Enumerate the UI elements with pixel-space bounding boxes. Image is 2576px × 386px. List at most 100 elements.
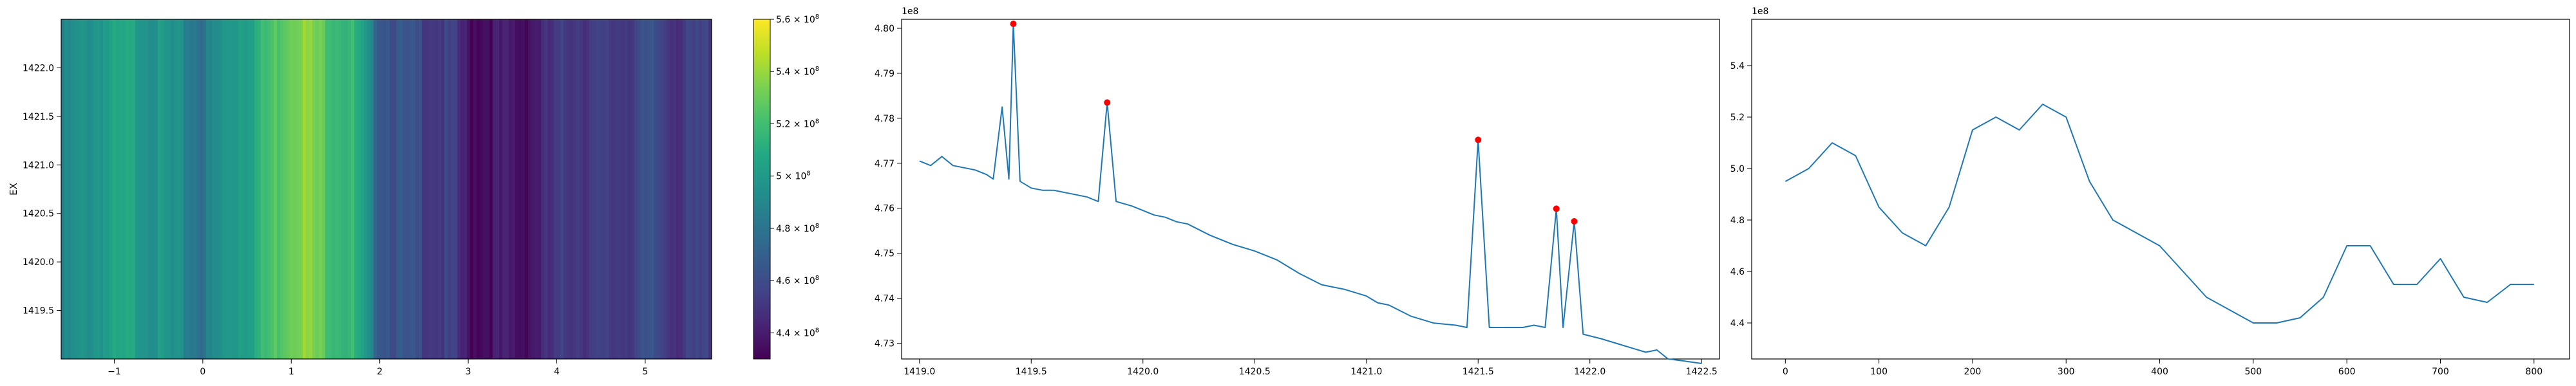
heatmap-cell [480, 19, 484, 359]
heatmap-cell [441, 19, 445, 359]
heatmap-cell [422, 19, 426, 359]
x-tick-label: 600 [2338, 367, 2356, 377]
heatmap-cell [338, 19, 342, 359]
heatmap-cell [122, 19, 126, 359]
x-tick-label: 1422.0 [1574, 367, 1605, 377]
y-tick-label: 4.77 [875, 159, 895, 169]
heatmap-cell [80, 19, 84, 359]
heatmap-cell [93, 19, 97, 359]
colorbar-tick-label: 5.6 × 108 [776, 14, 819, 25]
heatmap-cell [506, 19, 509, 359]
heatmap-cell [486, 19, 490, 359]
series-frame [1751, 19, 2570, 360]
heatmap-panel: −1 0 1 2 3 4 5 1419.51420.01420.51421.01421.51… [8, 14, 819, 377]
x-tick-label: 0 [200, 367, 205, 377]
series-x-axis: 0 100 200 300 400 500 600 700 800 [1783, 359, 2543, 377]
heatmap-cell [106, 19, 110, 359]
x-tick-label: 100 [1870, 367, 1888, 377]
heatmap-cell [699, 19, 703, 359]
y-tick-label: 1420.5 [23, 209, 54, 219]
heatmap-cell [609, 19, 612, 359]
heatmap-cell [451, 19, 455, 359]
heatmap-cell [605, 19, 609, 359]
heatmap-cell [454, 19, 458, 359]
heatmap-cell [502, 19, 506, 359]
heatmap-cell [457, 19, 461, 359]
heatmap-cell [615, 19, 619, 359]
heatmap-cell [541, 19, 545, 359]
heatmap-cell [357, 19, 361, 359]
heatmap-cell [499, 19, 503, 359]
heatmap-cell [84, 19, 88, 359]
heatmap-cell [618, 19, 622, 359]
peak-marker [1010, 20, 1017, 27]
heatmap-cell [435, 19, 439, 359]
heatmap-cell [174, 19, 178, 359]
heatmap-cell [654, 19, 658, 359]
x-tick-label: 3 [466, 367, 471, 377]
heatmap-cell [364, 19, 368, 359]
heatmap-cell [306, 19, 310, 359]
heatmap-cell [71, 19, 75, 359]
heatmap-cell [196, 19, 200, 359]
y-tick-label: 1421.5 [23, 112, 54, 122]
heatmap-cell [254, 19, 258, 359]
heatmap-frame [61, 19, 712, 360]
heatmap-cell [547, 19, 551, 359]
heatmap-cell [683, 19, 687, 359]
heatmap-cell [319, 19, 323, 359]
heatmap-cell [264, 19, 268, 359]
heatmap-cell [554, 19, 558, 359]
x-tick-label: 4 [554, 367, 560, 377]
series-offset-text: 1e8 [1752, 6, 1768, 17]
heatmap-cell [399, 19, 403, 359]
heatmap-cell [296, 19, 300, 359]
peak-marker [1553, 205, 1560, 212]
heatmap-cell [316, 19, 319, 359]
heatmap-cell [444, 19, 448, 359]
heatmap-cell [229, 19, 232, 359]
heatmap-cell [631, 19, 635, 359]
heatmap-cell [412, 19, 416, 359]
y-tick-label: 5.4 [1730, 61, 1745, 71]
heatmap-cell [142, 19, 146, 359]
x-tick-label: 0 [1783, 367, 1788, 377]
heatmap-cell [126, 19, 129, 359]
heatmap-cell [692, 19, 696, 359]
colorbar-frame [753, 19, 771, 360]
heatmap-cell [634, 19, 638, 359]
heatmap-cell [119, 19, 123, 359]
heatmap-cell [270, 19, 274, 359]
heatmap-cell [596, 19, 600, 359]
heatmap-cell [573, 19, 577, 359]
colorbar-tick-label: 5.4 × 108 [776, 66, 819, 77]
heatmap-cell [696, 19, 699, 359]
heatmap-cell [419, 19, 422, 359]
heatmap-cell [303, 19, 307, 359]
heatmap-cell [708, 19, 712, 359]
heatmap-cell [667, 19, 670, 359]
heatmap-cell [551, 19, 554, 359]
heatmap-cell [361, 19, 365, 359]
peaks-offset-text: 1e8 [902, 6, 918, 17]
heatmap-cell [431, 19, 435, 359]
heatmap-cell [425, 19, 429, 359]
heatmap-cells [61, 19, 712, 359]
heatmap-cell [560, 19, 564, 359]
heatmap-cell [473, 19, 477, 359]
heatmap-cell [280, 19, 284, 359]
x-tick-label: 300 [2058, 367, 2075, 377]
y-tick-label: 4.80 [875, 24, 895, 34]
heatmap-cell [612, 19, 616, 359]
heatmap-cell [377, 19, 381, 359]
y-tick-label: 1421.0 [23, 160, 54, 170]
colorbar-tick-label: 4.4 × 108 [776, 327, 819, 338]
heatmap-cell [145, 19, 149, 359]
x-tick-label: 500 [2244, 367, 2262, 377]
heatmap-cell [702, 19, 706, 359]
heatmap-cell [383, 19, 387, 359]
heatmap-cell [187, 19, 191, 359]
heatmap-cell [64, 19, 68, 359]
heatmap-cell [528, 19, 532, 359]
heatmap-cell [663, 19, 667, 359]
